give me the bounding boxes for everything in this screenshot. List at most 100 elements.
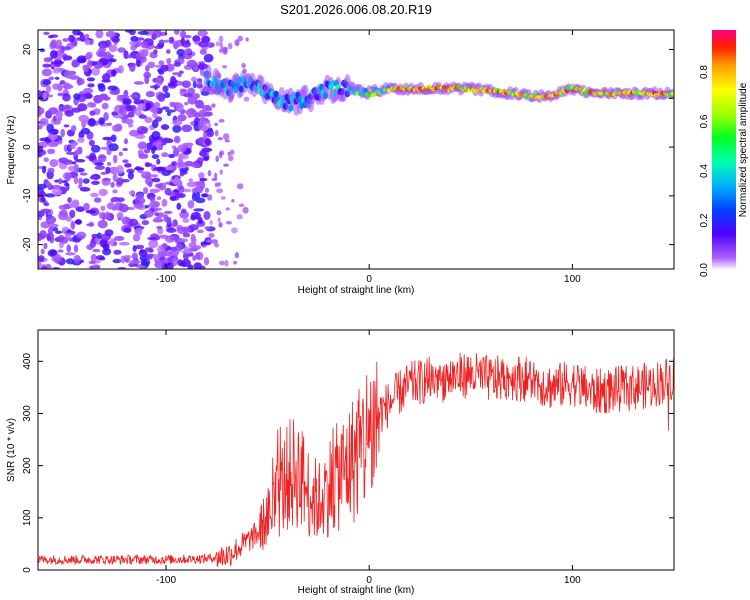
heatmap-noise-cell xyxy=(52,227,59,232)
heatmap-noise-cell xyxy=(145,91,155,98)
heatmap-noise-cell xyxy=(74,219,82,225)
heatmap-noise-cell xyxy=(186,59,198,68)
heatmap-ytick-label: 10 xyxy=(22,92,33,104)
heatmap-noise-cell xyxy=(43,242,48,250)
heatmap-noise-cell xyxy=(236,214,243,220)
heatmap-noise-cell xyxy=(107,85,118,91)
heatmap-noise-cell xyxy=(207,194,213,201)
heatmap-noise-cell xyxy=(100,205,106,211)
heatmap-noise-cell xyxy=(123,138,129,145)
heatmap-noise-cell xyxy=(135,58,141,68)
heatmap-noise-cell xyxy=(224,259,229,267)
heatmap-noise-cell xyxy=(173,30,180,36)
heatmap-noise-cell xyxy=(46,181,52,189)
heatmap-noise-cell xyxy=(181,40,191,48)
heatmap-noise-cell xyxy=(201,193,209,198)
heatmap-noise-cell xyxy=(225,207,230,211)
heatmap-noise-cell xyxy=(93,95,104,103)
heatmap-noise-cell xyxy=(114,235,125,241)
heatmap-noise-cell xyxy=(71,107,82,113)
heatmap-noise-cell xyxy=(94,165,106,170)
heatmap-noise-cell xyxy=(102,136,113,141)
heatmap-noise-cell xyxy=(134,227,143,236)
heatmap-noise-cell xyxy=(198,62,205,71)
heatmap-noise-cell xyxy=(67,165,75,172)
heatmap-noise-cell xyxy=(206,42,215,48)
heatmap-noise-cell xyxy=(224,139,231,143)
heatmap-noise-cell xyxy=(179,210,189,219)
heatmap-noise-cell xyxy=(136,125,148,135)
heatmap-noise-cell xyxy=(45,94,54,98)
heatmap-noise-cell xyxy=(55,45,63,50)
heatmap-noise-cell xyxy=(43,202,50,207)
heatmap-noise-cell xyxy=(77,57,87,64)
heatmap-noise-cell xyxy=(214,172,218,180)
heatmap-noise-cell xyxy=(197,216,203,225)
heatmap-noise-cell xyxy=(153,167,164,172)
heatmap-noise-cell xyxy=(156,196,162,201)
heatmap-noise-cell xyxy=(177,259,183,267)
heatmap-noise-cell xyxy=(211,239,218,244)
heatmap-noise-cell xyxy=(73,93,81,100)
heatmap-noise-cell xyxy=(39,230,47,239)
heatmap-noise-cell xyxy=(172,219,178,227)
heatmap-noise-cell xyxy=(66,244,71,253)
heatmap-noise-cell xyxy=(182,226,192,233)
heatmap-noise-cell xyxy=(192,35,201,43)
heatmap-xtick-label: -100 xyxy=(156,274,176,285)
heatmap-noise-cell xyxy=(166,262,174,269)
heatmap-noise-cell xyxy=(101,102,109,110)
heatmap-signal-cell xyxy=(205,64,212,79)
snr-frame xyxy=(37,329,675,571)
heatmap-noise-cell xyxy=(181,258,191,267)
heatmap-noise-cell xyxy=(102,243,110,251)
heatmap-noise-cell xyxy=(52,83,60,90)
heatmap-noise-cell xyxy=(113,249,122,255)
heatmap-noise-cell xyxy=(82,87,94,94)
heatmap-noise-cell xyxy=(44,193,56,198)
heatmap-noise-cell xyxy=(122,98,132,105)
heatmap-noise-cell xyxy=(149,85,161,89)
heatmap-noise-cell xyxy=(143,148,151,154)
heatmap-noise-cell xyxy=(129,129,139,137)
heatmap-noise-cell xyxy=(76,77,85,86)
heatmap-noise-cell xyxy=(144,205,150,209)
heatmap-noise-cell xyxy=(149,174,159,178)
heatmap-noise-cell xyxy=(190,211,202,220)
heatmap-noise-cell xyxy=(47,167,55,174)
heatmap-noise-cell xyxy=(91,180,100,186)
heatmap-noise-cell xyxy=(130,35,139,42)
heatmap-noise-cell xyxy=(51,253,62,263)
heatmap-noise-cell xyxy=(146,236,157,241)
heatmap-noise-cell xyxy=(74,149,79,157)
heatmap-noise-cell xyxy=(52,69,60,74)
heatmap-noise-cell xyxy=(149,188,161,193)
heatmap-noise-cell xyxy=(216,210,222,216)
heatmap-noise-cell xyxy=(220,196,226,200)
heatmap-noise-cell xyxy=(181,80,191,89)
heatmap-noise-cell xyxy=(203,53,214,63)
heatmap-noise-cell xyxy=(163,210,173,215)
heatmap-noise-cell xyxy=(128,190,135,196)
heatmap-noise-cell xyxy=(177,73,182,78)
heatmap-noise-cell xyxy=(161,169,172,177)
heatmap-noise-cell xyxy=(112,258,122,264)
heatmap-noise-cell xyxy=(48,226,54,230)
heatmap-noise-cell xyxy=(186,181,198,188)
snr-panel: -100 0 100 0 100 200 300 400 Height of straight… xyxy=(6,329,675,596)
heatmap-noise-cell xyxy=(108,44,118,53)
heatmap-noise-cell xyxy=(182,218,190,223)
heatmap-noise-cell xyxy=(231,227,238,234)
heatmap-noise-cell xyxy=(172,40,180,50)
heatmap-noise-cell xyxy=(215,155,219,163)
heatmap-noise-cell xyxy=(67,197,72,203)
figure-title: S201.2026.006.08.20.R19 xyxy=(280,2,432,17)
heatmap-noise-cell xyxy=(202,38,210,43)
heatmap-noise-cell xyxy=(130,45,137,51)
heatmap-noise-cell xyxy=(214,243,220,248)
heatmap-noise-cell xyxy=(191,192,197,202)
heatmap-noise-cell xyxy=(222,133,230,140)
heatmap-noise-cell xyxy=(143,209,154,218)
heatmap-noise-cell xyxy=(179,168,189,172)
heatmap-noise-cell xyxy=(153,101,161,109)
